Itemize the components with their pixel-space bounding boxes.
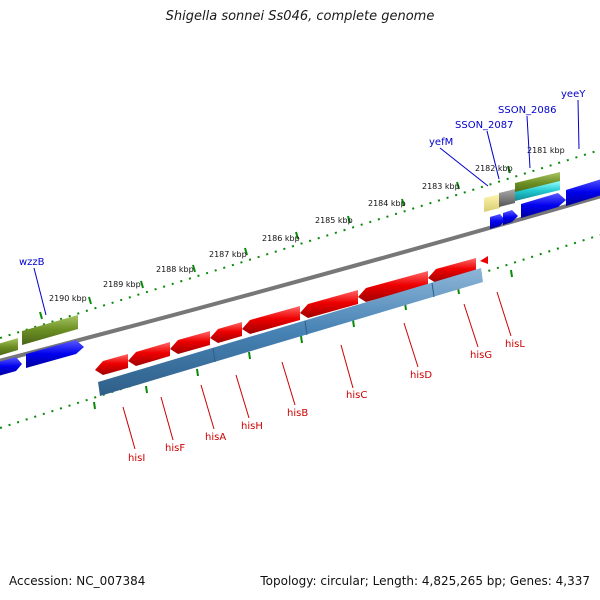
gene-label-hisC: hisC [346,390,367,401]
cds-steelblue-bar [98,268,483,396]
genome-backbone [0,194,600,363]
blue-gene-yefM [490,214,505,229]
red-gene-hisB [242,306,300,334]
his-operon-cds-track [98,268,483,396]
red-gene-hisF [128,342,170,366]
blue-gene-wzzB [26,340,84,368]
outer-major-ticks [39,165,511,320]
scale-label-2182: 2182 kbp [475,164,513,173]
scale-label-2181: 2181 kbp [527,146,565,155]
red-gene-hisA [170,331,210,354]
inner-major-ticks [93,269,513,410]
blue-gene-yeeY [566,179,600,206]
gene-label-hisH: hisH [241,421,263,432]
gene-label-hisF: hisF [165,443,185,454]
reverse-leader-lines [122,291,512,450]
gene-label-hisL: hisL [505,339,525,350]
gene-label-hisB: hisB [287,408,308,419]
blue-gene-SSON_2087 [503,210,518,225]
blue-gene-SSON_2086 [521,193,566,218]
gene-label-hisG: hisG [470,350,492,361]
his-operon-red-track [95,256,488,375]
cyan-feature [515,181,560,201]
gene-label-SSON_2086: SSON_2086 [498,105,557,116]
scale-label-2186: 2186 kbp [262,234,300,243]
red-gene-hisG [428,258,476,283]
scale-label-2187: 2187 kbp [209,250,247,259]
grey-feature [499,189,515,207]
scale-label-2189: 2189 kbp [103,280,141,289]
blue-gene-left [0,357,22,376]
outer-scale-track [0,149,600,339]
accession-text: Accession: NC_007384 [9,574,146,588]
scale-label-2184: 2184 kbp [368,199,406,208]
scale-label-2183: 2183 kbp [422,182,460,191]
gene-label-hisI: hisI [128,453,145,464]
gene-label-hisA: hisA [205,432,226,443]
khaki-feature [484,194,500,212]
genome-stats-text: Topology: circular; Length: 4,825,265 bp… [260,574,590,588]
olive-feature-wzzB [22,315,78,345]
map-title: Shigella sonnei Ss046, complete genome [165,9,435,24]
gene-label-hisD: hisD [410,370,432,381]
gene-label-SSON_2087: SSON_2087 [455,120,514,131]
scale-label-2188: 2188 kbp [156,265,194,274]
olive-feature-left [0,338,18,356]
gene-label-wzzB: wzzB [19,257,45,268]
scale-label-2185: 2185 kbp [315,216,353,225]
red-gene-hisC [300,290,358,318]
forward-leader-lines [33,99,580,316]
gene-label-yefM: yefM [429,137,453,148]
gene-label-yeeY: yeeY [561,89,586,100]
scale-label-2190: 2190 kbp [49,294,87,303]
red-gene-hisI [95,354,128,375]
red-gene-hisH [210,322,242,343]
red-gene-hisD [358,271,428,302]
red-gene-hisL [480,256,488,264]
